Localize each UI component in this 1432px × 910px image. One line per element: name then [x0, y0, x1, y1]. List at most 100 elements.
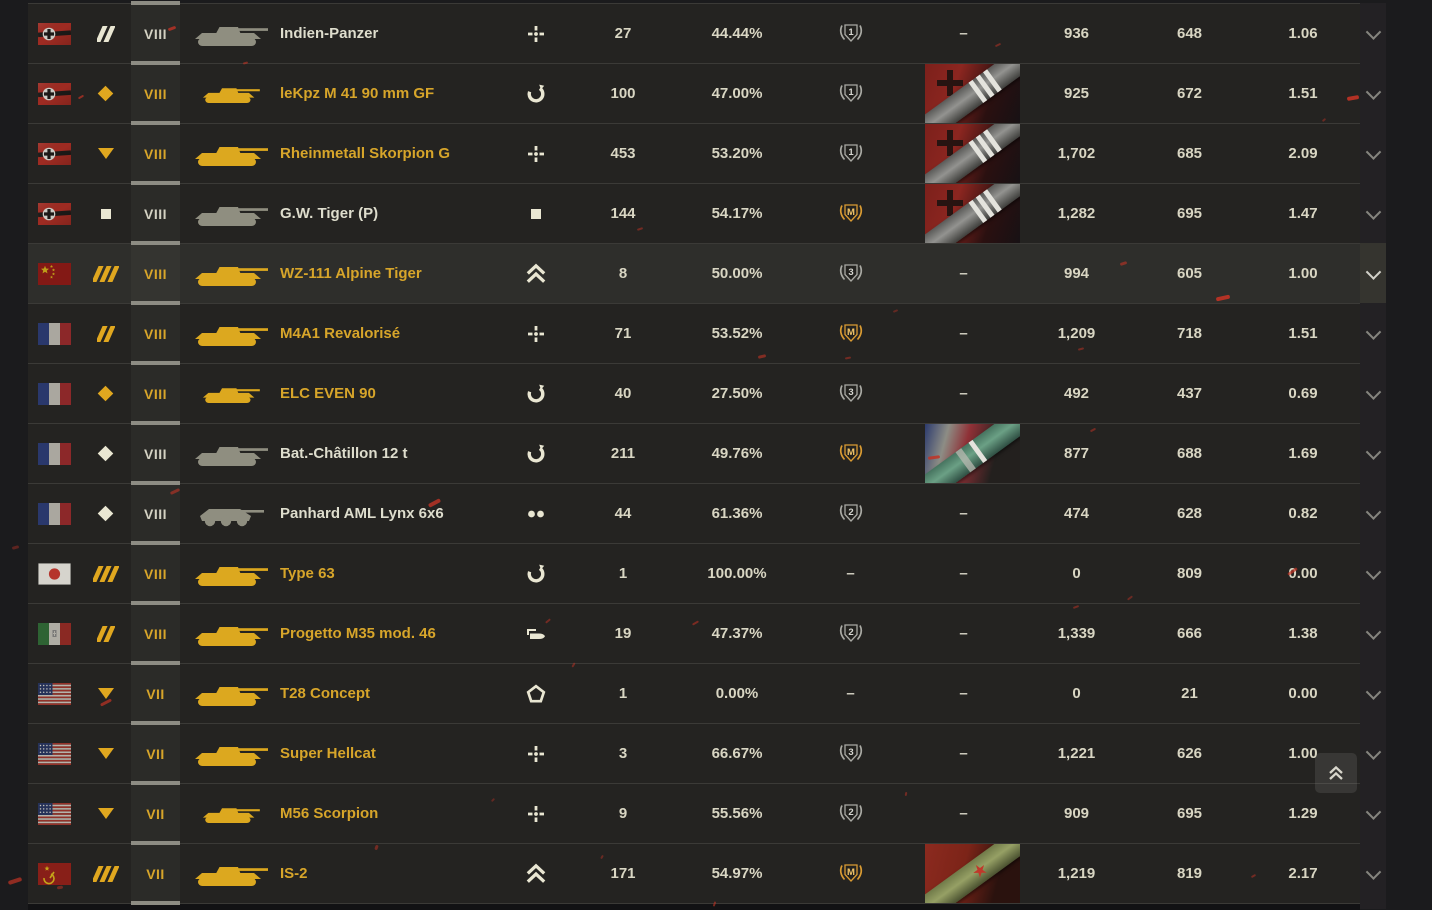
expand-row-chevron[interactable]: [1360, 723, 1386, 783]
win-rate: 54.17%: [711, 205, 763, 222]
win-rate: 55.56%: [711, 805, 763, 822]
battles-count: 27: [614, 25, 632, 42]
chevron-down-icon: [1365, 683, 1381, 700]
battles-count: 171: [610, 865, 636, 882]
stat-value-3: 1.69: [1288, 445, 1318, 462]
table-row[interactable]: VIII Indien-Panzer 27 44.44% 1 – 936 648…: [28, 1, 1360, 63]
win-rate: 27.50%: [711, 385, 763, 402]
marks-of-excellence-cell: [907, 184, 1020, 243]
battles-count: 19: [614, 625, 632, 642]
tier-label: VII: [146, 805, 165, 822]
stat-value-2: 685: [1176, 145, 1203, 162]
stat-value-3: 2.17: [1288, 865, 1318, 882]
chevron-down-icon: [1365, 23, 1381, 40]
table-row[interactable]: VII T28 Concept 1 0.00% – – 0 21 0.00: [28, 661, 1360, 723]
table-row[interactable]: VIII WZ-111 Alpine Tiger 8 50.00% 3 – 99…: [28, 241, 1360, 303]
stat-value-1: 925: [1063, 85, 1090, 102]
expand-row-chevron[interactable]: [1360, 423, 1386, 483]
class-icon-td: [97, 808, 114, 819]
scroll-to-top-button[interactable]: [1315, 753, 1357, 793]
expand-row-chevron[interactable]: [1360, 543, 1386, 603]
win-rate: 49.76%: [711, 445, 763, 462]
expand-row-chevron[interactable]: [1360, 843, 1386, 903]
expand-row-chevron[interactable]: [1360, 663, 1386, 723]
chevron-down-icon: [1365, 83, 1381, 100]
stat-value-1: 909: [1063, 805, 1090, 822]
role-icon-pentagon: [525, 683, 547, 705]
table-row[interactable]: VIII Type 63 1 100.00% – – 0 809 0.00: [28, 541, 1360, 603]
win-rate: 47.00%: [711, 85, 763, 102]
flag-france: [37, 322, 71, 345]
class-icon-medium: [96, 25, 115, 42]
stat-value-3: 1.51: [1288, 85, 1318, 102]
tank-silhouette: [199, 802, 261, 825]
class-icon-light: [97, 385, 114, 402]
expand-row-chevron[interactable]: [1360, 183, 1386, 243]
table-row[interactable]: VIII M4A1 Revalorisé 71 53.52% M – 1,209…: [28, 301, 1360, 363]
expand-row-chevron[interactable]: [1360, 363, 1386, 423]
svg-text:1: 1: [848, 27, 854, 38]
table-row[interactable]: VIII leKpz M 41 90 mm GF 100 47.00% 1 92…: [28, 61, 1360, 123]
mastery-badge-1: 1: [835, 82, 867, 106]
expand-row-chevron[interactable]: [1360, 303, 1386, 363]
marks-of-excellence-cell: ★: [907, 844, 1020, 903]
chevron-down-icon: [1365, 503, 1381, 520]
marks-of-excellence-cell: –: [907, 664, 1020, 723]
marks-of-excellence-cell: –: [907, 784, 1020, 843]
win-rate: 66.67%: [711, 745, 763, 762]
svg-text:M: M: [847, 327, 855, 338]
stat-value-3: 1.00: [1288, 745, 1318, 762]
expand-row-chevron[interactable]: [1360, 63, 1386, 123]
chevron-down-icon: [1365, 623, 1381, 640]
flag-usa: [37, 802, 71, 825]
class-icon-heavy: [92, 865, 119, 882]
mastery-badge-3: 3: [835, 742, 867, 766]
no-marks-dash: –: [959, 505, 968, 522]
table-row[interactable]: VIII Panhard AML Lynx 6x6 44 61.36% 2 – …: [28, 481, 1360, 543]
role-icon-sniper: [525, 23, 547, 45]
table-row[interactable]: VII IS-2 171 54.97% M ★ 1,219 819 2.17: [28, 841, 1360, 903]
svg-text:2: 2: [848, 627, 853, 638]
table-row[interactable]: VIII Bat.-Châtillon 12 t 211 49.76% M 87…: [28, 421, 1360, 483]
expand-row-chevron[interactable]: [1360, 3, 1386, 63]
win-rate: 61.36%: [711, 505, 763, 522]
table-row[interactable]: VIII Rheinmetall Skorpion G 453 53.20% 1…: [28, 121, 1360, 183]
mastery-badge-2: 2: [835, 802, 867, 826]
win-rate: 44.44%: [711, 25, 763, 42]
tank-silhouette: [190, 259, 270, 289]
battles-count: 100: [610, 85, 636, 102]
class-icon-medium: [96, 325, 115, 342]
tank-name: M4A1 Revalorisé: [280, 325, 401, 342]
table-row[interactable]: VII M56 Scorpion 9 55.56% 2 – 909 695 1.…: [28, 781, 1360, 843]
flag-france: [37, 502, 71, 525]
expand-row-chevron[interactable]: [1360, 243, 1386, 303]
expand-row-chevron[interactable]: [1360, 483, 1386, 543]
tank-name: Progetto M35 mod. 46: [280, 625, 436, 642]
marks-of-excellence-image: [925, 124, 1020, 183]
svg-text:3: 3: [848, 747, 853, 758]
role-icon-sniper: [525, 323, 547, 345]
expand-row-chevron[interactable]: [1360, 123, 1386, 183]
table-row[interactable]: VIII G.W. Tiger (P) 144 54.17% M 1,282 6…: [28, 181, 1360, 243]
mastery-badge-M: M: [835, 862, 867, 886]
table-row[interactable]: VIII ELC EVEN 90 40 27.50% 3 – 492 437 0…: [28, 361, 1360, 423]
expand-row-chevron[interactable]: [1360, 783, 1386, 843]
marks-of-excellence-cell: [907, 424, 1020, 483]
stat-value-2: 605: [1176, 265, 1203, 282]
tank-name: T28 Concept: [280, 685, 371, 702]
marks-of-excellence-cell: –: [907, 304, 1020, 363]
table-row[interactable]: VII Super Hellcat 3 66.67% 3 – 1,221 626…: [28, 721, 1360, 783]
flag-japan: [37, 562, 71, 585]
role-icon-sniper: [525, 143, 547, 165]
win-rate: 50.00%: [711, 265, 763, 282]
tank-silhouette: [190, 619, 270, 649]
table-row[interactable]: VIII Progetto M35 mod. 46 19 47.37% 2 – …: [28, 601, 1360, 663]
tank-silhouette: [190, 19, 270, 49]
role-icon-circle: [525, 443, 547, 465]
stat-value-3: 1.00: [1288, 265, 1318, 282]
tank-name: Type 63: [280, 565, 335, 582]
expand-row-chevron[interactable]: [1360, 603, 1386, 663]
battles-count: 9: [618, 805, 628, 822]
stat-value-3: 2.09: [1288, 145, 1318, 162]
vehicle-stats-table: VIII Indien-Panzer 27 44.44% 1 – 936 648…: [28, 1, 1360, 903]
